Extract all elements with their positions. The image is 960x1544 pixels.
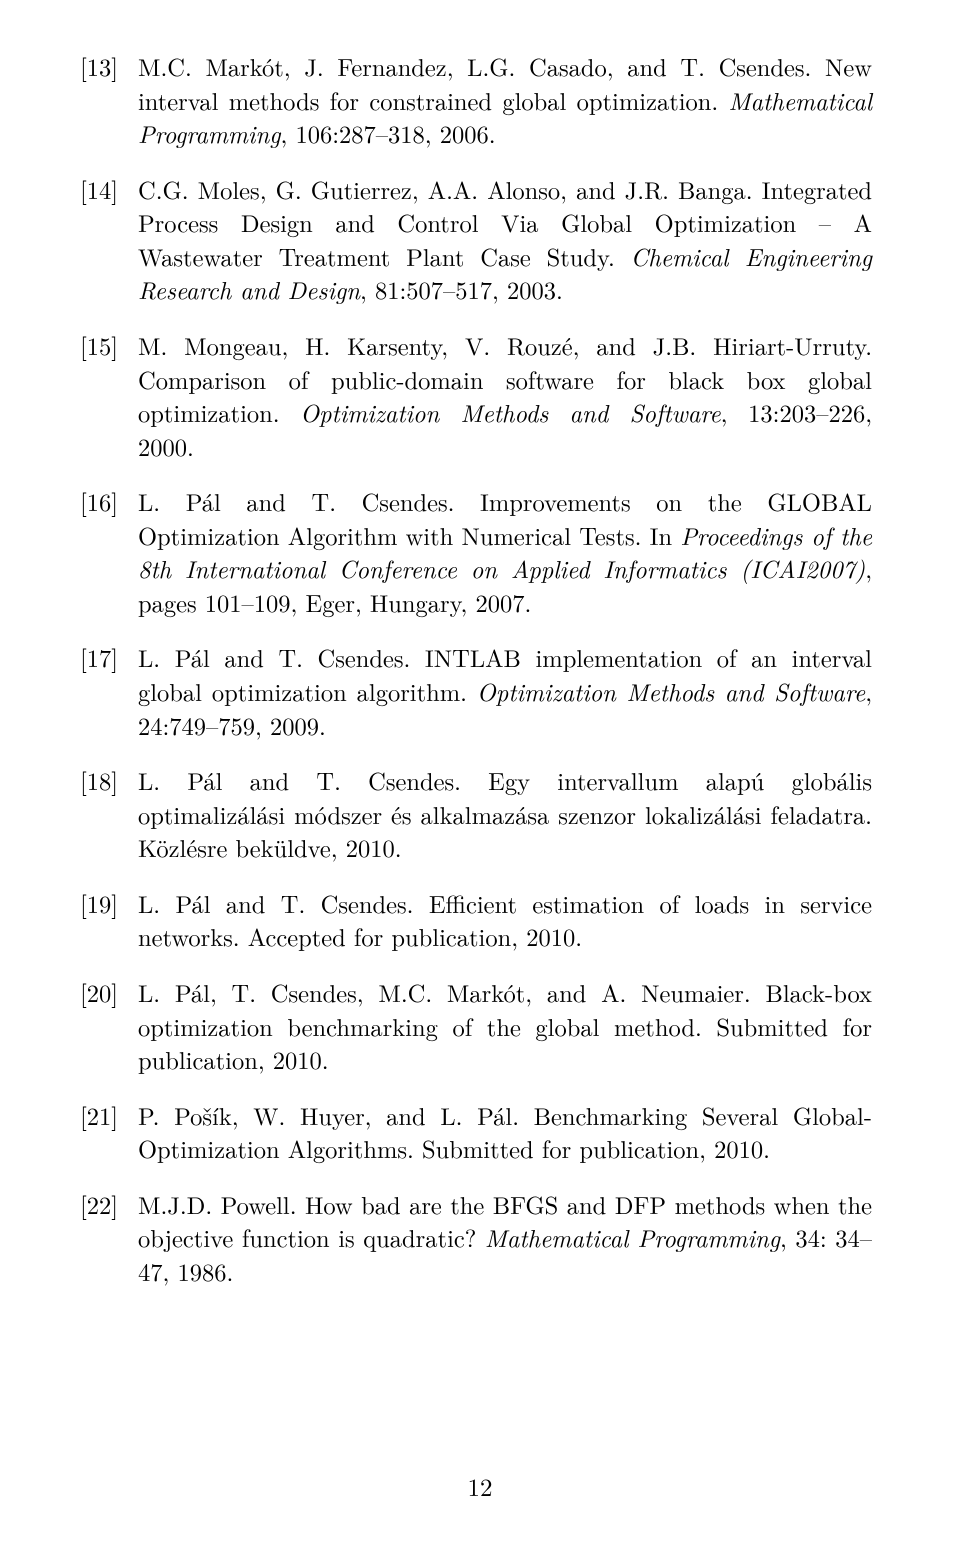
reference-item: [19] L. Pál and T. Csendes. Efficient es… [80, 887, 872, 954]
reference-item: [22] M.J.D. Powell. How bad are the BFGS… [80, 1188, 872, 1289]
reference-text: P. Pošík, W. Huyer, and L. Pál. Benchmar… [138, 1099, 872, 1166]
references-list: [13] M.C. Markót, J. Fernandez, L.G. Cas… [80, 50, 872, 1288]
page: [13] M.C. Markót, J. Fernandez, L.G. Cas… [0, 0, 960, 1544]
reference-item: [16] L. Pál and T. Csendes. Improvements… [80, 485, 872, 619]
reference-number: [16] [80, 485, 138, 619]
reference-text: L. Pál and T. Csendes. INTLAB implementa… [138, 641, 872, 742]
reference-text: M.J.D. Powell. How bad are the BFGS and … [138, 1188, 872, 1289]
reference-item: [13] M.C. Markót, J. Fernandez, L.G. Cas… [80, 50, 872, 151]
reference-number: [20] [80, 976, 138, 1077]
reference-number: [22] [80, 1188, 138, 1289]
reference-text: M. Mongeau, H. Karsenty, V. Rouzé, and J… [138, 329, 872, 463]
reference-number: [13] [80, 50, 138, 151]
reference-item: [14] C.G. Moles, G. Gutierrez, A.A. Alon… [80, 173, 872, 307]
reference-number: [18] [80, 764, 138, 865]
reference-text: L. Pál and T. Csendes. Efficient estimat… [138, 887, 872, 954]
reference-item: [21] P. Pošík, W. Huyer, and L. Pál. Ben… [80, 1099, 872, 1166]
reference-item: [17] L. Pál and T. Csendes. INTLAB imple… [80, 641, 872, 742]
reference-item: [15] M. Mongeau, H. Karsenty, V. Rouzé, … [80, 329, 872, 463]
reference-text: L. Pál and T. Csendes. Egy intervallum a… [138, 764, 872, 865]
reference-number: [17] [80, 641, 138, 742]
reference-item: [20] L. Pál, T. Csendes, M.C. Markót, an… [80, 976, 872, 1077]
reference-number: [19] [80, 887, 138, 954]
reference-text: M.C. Markót, J. Fernandez, L.G. Casado, … [138, 50, 872, 151]
reference-item: [18] L. Pál and T. Csendes. Egy interval… [80, 764, 872, 865]
reference-text: L. Pál and T. Csendes. Improvements on t… [138, 485, 872, 619]
reference-text: C.G. Moles, G. Gutierrez, A.A. Alonso, a… [138, 173, 872, 307]
page-number: 12 [0, 1469, 960, 1504]
reference-text: L. Pál, T. Csendes, M.C. Markót, and A. … [138, 976, 872, 1077]
reference-number: [21] [80, 1099, 138, 1166]
reference-number: [15] [80, 329, 138, 463]
reference-number: [14] [80, 173, 138, 307]
